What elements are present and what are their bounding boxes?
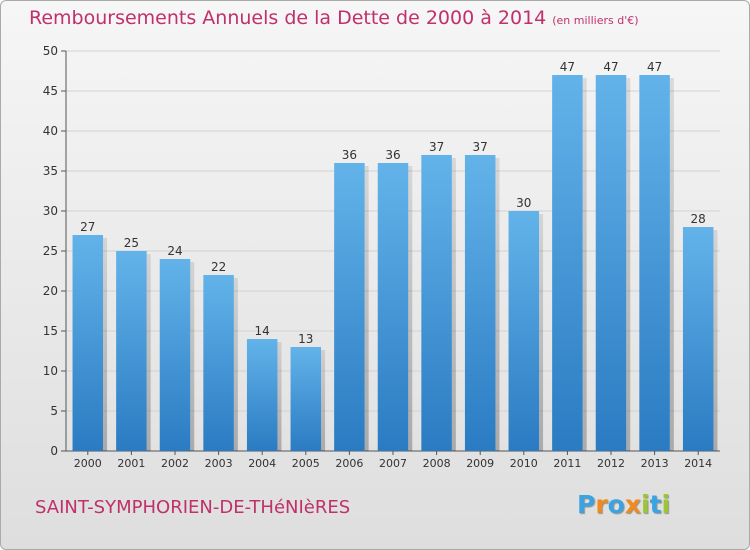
- bar-value-label: 22: [211, 260, 226, 274]
- bar-2002: [159, 259, 191, 451]
- y-tick-label: 30: [43, 204, 58, 218]
- bar-2013: [639, 75, 670, 451]
- bar-2000: [72, 235, 104, 451]
- bar-shadow: [233, 278, 238, 451]
- bar-2008: [421, 155, 452, 451]
- bar-shadow: [626, 78, 631, 451]
- x-tick-label: 2005: [292, 457, 320, 470]
- commune-name: SAINT-SYMPHORIEN-DE-THéNIèRES: [35, 497, 351, 518]
- bar-2004: [246, 339, 278, 451]
- bar-shadow: [190, 262, 195, 451]
- y-tick-label: 25: [43, 244, 58, 258]
- logo-letter: x: [624, 490, 641, 519]
- bar-shadow: [103, 238, 108, 451]
- bar-value-label: 13: [298, 332, 313, 346]
- bar-2007: [377, 163, 409, 451]
- y-tick-label: 10: [43, 364, 58, 378]
- bar-2006: [334, 163, 365, 451]
- logo-letter: o: [607, 490, 625, 519]
- bar-shadow: [364, 166, 369, 451]
- bar-value-label: 30: [516, 196, 531, 210]
- y-tick-label: 0: [50, 444, 58, 458]
- bar-shadow: [539, 214, 544, 451]
- y-tick-label: 35: [43, 164, 58, 178]
- y-tick-label: 45: [43, 84, 58, 98]
- bar-shadow: [408, 166, 413, 451]
- x-tick-label: 2014: [684, 457, 712, 470]
- x-tick-label: 2006: [335, 457, 363, 470]
- logo-letter: i: [661, 490, 671, 519]
- x-tick-label: 2011: [553, 457, 581, 470]
- bar-shadow: [321, 350, 326, 451]
- bar-value-label: 14: [255, 324, 270, 338]
- y-tick-label: 20: [43, 284, 58, 298]
- y-tick-label: 50: [43, 44, 58, 58]
- y-tick-label: 5: [50, 404, 58, 418]
- logo-letter: t: [649, 490, 662, 519]
- x-tick-label: 2009: [466, 457, 494, 470]
- bar-shadow: [713, 230, 718, 451]
- chart-title: Remboursements Annuels de la Dette de 20…: [29, 7, 639, 29]
- bar-shadow: [146, 254, 151, 451]
- bar-2014: [682, 227, 714, 451]
- logo-letter: P: [577, 490, 596, 519]
- x-tick-label: 2003: [205, 457, 233, 470]
- bar-shadow: [451, 158, 456, 451]
- title-text: Remboursements Annuels de la Dette de 20…: [29, 7, 547, 29]
- bar-2005: [290, 347, 322, 451]
- bar-2010: [508, 211, 540, 451]
- x-tick-label: 2013: [641, 457, 669, 470]
- x-tick-label: 2012: [597, 457, 625, 470]
- bar-2003: [203, 275, 234, 451]
- bar-value-label: 27: [80, 220, 95, 234]
- bar-2012: [595, 75, 627, 451]
- x-tick-label: 2004: [248, 457, 276, 470]
- x-tick-label: 2007: [379, 457, 407, 470]
- bar-value-label: 28: [691, 212, 706, 226]
- bar-shadow: [495, 158, 500, 451]
- bar-value-label: 37: [429, 140, 444, 154]
- bar-shadow: [277, 342, 282, 451]
- unit-label: (en milliers d'€): [552, 14, 639, 27]
- x-tick-label: 2010: [510, 457, 538, 470]
- y-tick-label: 40: [43, 124, 58, 138]
- bar-value-label: 36: [342, 148, 357, 162]
- bar-shadow: [582, 78, 587, 451]
- bar-value-label: 36: [385, 148, 400, 162]
- proxiti-logo: Proxiti: [577, 490, 670, 519]
- logo-letter: r: [595, 490, 608, 519]
- y-tick-label: 15: [43, 324, 58, 338]
- bar-2001: [116, 251, 147, 451]
- x-tick-label: 2000: [74, 457, 102, 470]
- bar-value-label: 37: [473, 140, 488, 154]
- bar-value-label: 47: [560, 60, 575, 74]
- x-tick-label: 2008: [423, 457, 451, 470]
- bar-2009: [464, 155, 496, 451]
- x-tick-label: 2001: [117, 457, 145, 470]
- bar-shadow: [669, 78, 674, 451]
- bar-value-label: 47: [603, 60, 618, 74]
- bar-value-label: 47: [647, 60, 662, 74]
- bar-value-label: 24: [167, 244, 182, 258]
- bar-value-label: 25: [124, 236, 139, 250]
- bar-2011: [552, 75, 583, 451]
- x-tick-label: 2002: [161, 457, 189, 470]
- logo-letter: i: [641, 490, 650, 519]
